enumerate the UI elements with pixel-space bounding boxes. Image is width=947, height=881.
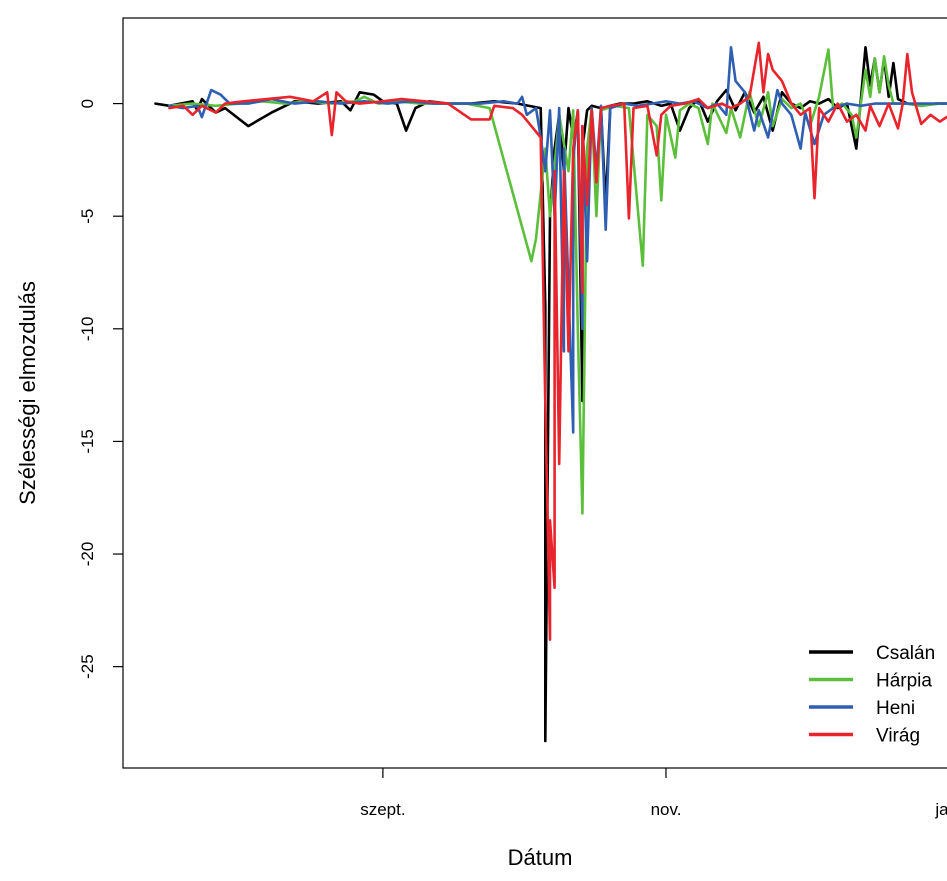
legend: Csalán Hárpia Heni Virág — [809, 643, 935, 747]
x-tick-label: nov. — [651, 800, 682, 819]
y-tick-label: -5 — [78, 209, 97, 224]
legend-label: Virág — [876, 726, 920, 747]
y-axis-title: Szélességi elmozdulás — [15, 281, 40, 505]
y-tick-label: 0 — [78, 99, 97, 108]
legend-label: Heni — [876, 698, 915, 719]
plot-frame — [122, 17, 947, 769]
y-tick-label: -15 — [78, 429, 97, 454]
legend-label: Hárpia — [876, 671, 932, 692]
y-tick-label: -10 — [78, 317, 97, 342]
x-axis-title: Dátum — [508, 845, 573, 870]
x-axis: szept. nov. jan. — [360, 768, 947, 819]
x-tick-label: szept. — [360, 800, 405, 819]
series-lines — [154, 41, 947, 743]
y-axis: 0 -5 -10 -15 -20 -25 — [78, 99, 123, 679]
series-line-4 — [168, 41, 947, 641]
x-tick-label: jan. — [934, 800, 947, 819]
series-line-2 — [168, 48, 947, 515]
legend-label: Csalán — [876, 643, 935, 664]
y-tick-label: -25 — [78, 654, 97, 679]
y-tick-label: -20 — [78, 542, 97, 567]
